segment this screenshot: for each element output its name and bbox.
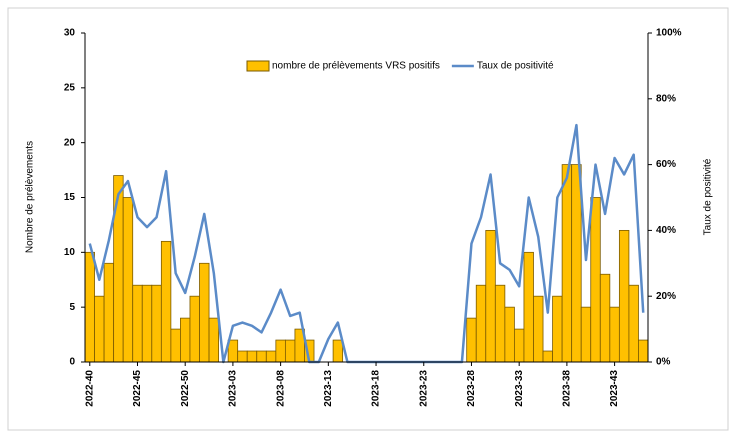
bar — [523, 251, 534, 363]
x-tick-label: 2023-18 — [371, 370, 382, 407]
y-tick-label: 30 — [64, 28, 76, 39]
bar — [141, 284, 153, 363]
y2-axis-title: Taux de positivité — [703, 158, 714, 235]
bar — [94, 295, 105, 363]
bar — [122, 197, 134, 363]
bar — [504, 306, 515, 363]
y2-tick-label: 20% — [656, 291, 676, 302]
bar — [561, 164, 573, 363]
bar — [571, 164, 582, 363]
bar — [275, 339, 286, 363]
legend-label: Taux de positivité — [477, 61, 554, 72]
bar — [609, 306, 620, 363]
bar — [265, 350, 277, 363]
x-tick-label: 2023-43 — [609, 370, 620, 407]
bar — [533, 295, 544, 363]
bar — [189, 295, 200, 363]
y-tick-label: 25 — [64, 82, 76, 93]
y2-tick-label: 60% — [656, 159, 676, 170]
x-tick-label: 2023-38 — [562, 370, 573, 407]
bar — [237, 350, 248, 363]
x-tick-label: 2022-45 — [132, 370, 143, 407]
x-tick-label: 2023-28 — [466, 370, 477, 407]
bar — [618, 229, 630, 363]
bar — [599, 273, 611, 363]
y2-tick-label: 100% — [656, 28, 682, 39]
legend-label: nombre de prélèvements VRS positifs — [272, 61, 440, 72]
bar — [284, 339, 296, 363]
bar — [542, 350, 553, 363]
x-tick-label: 2023-13 — [323, 370, 334, 407]
bar — [332, 339, 344, 363]
y2-tick-label: 40% — [656, 225, 676, 236]
bar — [485, 229, 496, 363]
bar — [103, 262, 115, 363]
legend-swatch — [246, 60, 270, 72]
x-tick-label: 2022-40 — [84, 370, 95, 407]
x-tick-label: 2022-50 — [180, 370, 191, 407]
bar — [638, 339, 649, 363]
bar — [246, 350, 258, 363]
bar — [628, 284, 639, 363]
bar — [494, 284, 506, 363]
bar — [580, 306, 592, 363]
y-tick-label: 5 — [69, 302, 75, 313]
bar — [590, 197, 601, 363]
bar — [132, 284, 143, 363]
y2-tick-label: 80% — [656, 93, 676, 104]
bar — [84, 251, 95, 363]
x-tick-label: 2023-33 — [514, 370, 525, 407]
y-tick-label: 20 — [64, 137, 76, 148]
bar — [199, 262, 210, 363]
bar — [180, 317, 191, 363]
x-tick-label: 2023-03 — [228, 370, 239, 407]
bar — [170, 328, 181, 363]
bar — [466, 317, 477, 363]
bar — [160, 240, 172, 363]
y2-tick-label: 0% — [656, 357, 671, 368]
bar — [514, 328, 525, 363]
y-axis-title: Nombre de prélèvements — [25, 141, 36, 253]
bar — [208, 317, 219, 363]
bar — [552, 295, 563, 363]
y-tick-label: 15 — [64, 192, 76, 203]
x-tick-label: 2023-23 — [418, 370, 429, 407]
y-tick-label: 10 — [64, 247, 76, 258]
bar — [475, 284, 487, 363]
bar — [256, 350, 267, 363]
y-tick-label: 0 — [69, 357, 75, 368]
bar — [113, 175, 124, 363]
bar — [151, 284, 162, 363]
x-tick-label: 2023-08 — [275, 370, 286, 407]
